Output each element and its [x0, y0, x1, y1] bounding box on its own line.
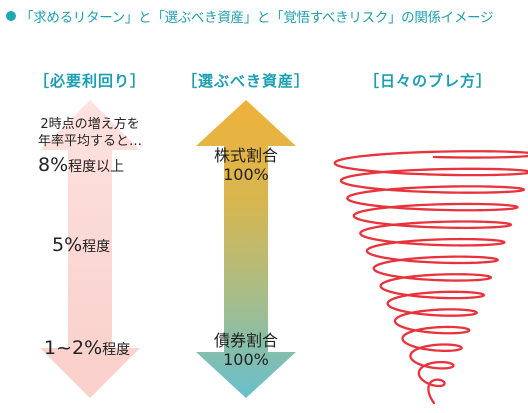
- return-level-mid-suffix: 程度: [82, 239, 111, 255]
- bond-ratio-label: 債券割合: [213, 331, 278, 350]
- title-text: 「求めるリターン」と「選ぶべき資産」と「覚悟すべきリスク」の関係イメージ: [20, 10, 494, 26]
- figure-title: 「求めるリターン」と「選ぶべき資産」と「覚悟すべきリスク」の関係イメージ: [6, 7, 494, 26]
- return-level-mid-value: 5%: [52, 234, 83, 256]
- risk-squiggle-line-icon: [333, 150, 528, 405]
- heading-asset-choice: ［選ぶべき資産］: [181, 72, 310, 90]
- heading-daily-volatility: ［日々のブレ方］: [363, 72, 492, 90]
- bond-ratio-value: 100%: [223, 350, 269, 369]
- stock-ratio-value: 100%: [223, 165, 269, 184]
- return-level-low-suffix: 程度: [102, 342, 131, 358]
- annualized-note-line1: 2時点の増え方を: [40, 117, 140, 132]
- return-double-arrow-icon: [40, 100, 140, 398]
- return-level-high-value: 8%: [38, 154, 69, 176]
- return-level-mid: 5%程度: [52, 234, 110, 256]
- bullet-dot-icon: [6, 11, 16, 21]
- annualized-note: 2時点の増え方を 年率平均すると…: [20, 116, 160, 150]
- return-level-high-suffix: 程度以上: [68, 159, 125, 175]
- heading-required-return: ［必要利回り］: [33, 72, 146, 90]
- return-level-low-value: 1~2%: [44, 337, 103, 359]
- return-level-low: 1~2%程度: [44, 337, 130, 359]
- return-level-high: 8%程度以上: [38, 154, 124, 176]
- asset-double-arrow-icon: [196, 100, 296, 398]
- stock-ratio-label: 株式割合: [213, 146, 278, 165]
- annualized-note-line2: 年率平均すると…: [37, 134, 142, 149]
